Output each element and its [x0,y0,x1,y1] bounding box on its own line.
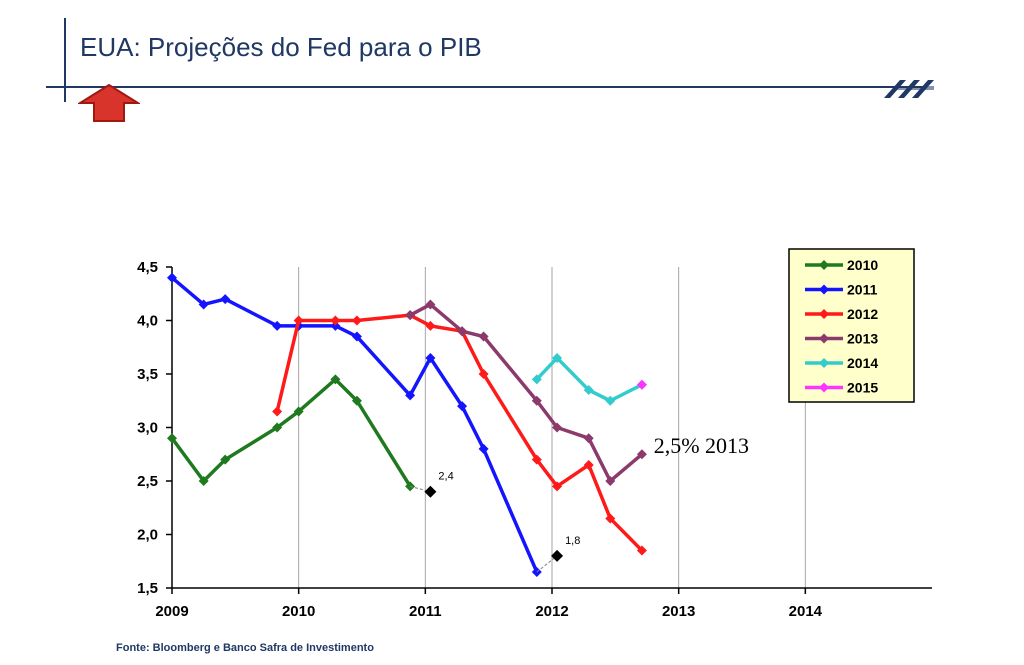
y-tick-label: 1,5 [137,580,158,597]
annotation-text: 2,5% 2013 [654,433,749,458]
data-point-2011 [330,320,341,331]
data-point-2012 [272,406,283,417]
data-point-2012 [531,454,542,465]
data-point-2011 [351,331,362,342]
y-tick-label: 4,0 [137,313,158,330]
legend-label: 2013 [847,331,878,347]
data-point-2012 [583,459,594,470]
legend-label: 2012 [847,306,878,322]
data-point-2012 [636,545,647,556]
data-point-2010 [293,406,304,417]
data-point-2011 [167,272,177,283]
data-point-2010 [220,454,231,465]
data-point-2013 [583,433,594,444]
data-point-2010 [330,374,341,385]
callout-point [551,549,564,562]
callout-label: 2,4 [438,471,453,483]
legend-label: 2015 [847,380,878,396]
data-point-2013 [605,476,616,486]
legend-marker [819,309,829,319]
legend-marker [819,358,829,368]
series-line-2012 [275,313,644,552]
legend-label: 2010 [847,257,878,273]
data-point-2014 [531,374,542,385]
y-tick-label: 3,0 [137,420,158,437]
source-note: Fonte: Bloomberg e Banco Safra de Invest… [116,642,374,654]
legend-label: 2011 [847,282,878,298]
x-tick-label: 2009 [155,603,188,620]
data-point-2013 [478,331,489,342]
series-line-2010 [170,377,412,488]
data-point-2012 [425,320,436,331]
data-point-2014 [605,395,616,406]
data-point-2010 [198,476,209,486]
data-point-2011 [272,320,283,331]
up-arrow-icon[interactable] [78,84,140,122]
y-tick-label: 2,5 [137,473,158,490]
title-vertical-rule [64,18,66,102]
data-point-2013 [552,422,563,433]
series-line-2013 [409,302,644,483]
data-point-2012 [478,369,489,379]
legend-box [788,248,915,403]
x-tick-label: 2012 [535,603,568,620]
legend-label: 2014 [847,355,878,371]
data-point-2010 [351,395,362,406]
title-horizontal-rule [46,86,926,88]
page-title: EUA: Projeções do Fed para o PIB [80,32,482,62]
data-point-2011 [198,299,209,310]
legend: 2010 2011 2012 2013 2014 2015 [788,248,915,403]
x-tick-label: 2011 [409,603,442,620]
data-point-2013 [425,299,436,310]
callout-point [424,485,437,498]
data-point-2012 [605,513,616,524]
legend-marker [819,382,829,393]
callout-connector [536,555,558,573]
data-point-2013 [636,449,647,460]
y-tick-label: 4,5 [137,259,158,276]
company-logo-icon [884,80,934,98]
y-tick-label: 3,5 [137,366,158,383]
data-point-2011 [220,294,231,305]
x-tick-label: 2014 [789,603,823,620]
x-tick-label: 2013 [662,603,695,620]
data-point-2013 [405,310,416,321]
data-point-2011 [405,390,416,401]
data-point-2012 [330,315,341,326]
x-tick-label: 2010 [282,603,315,620]
data-point-2012 [293,315,304,326]
data-point-2011 [478,443,489,454]
data-point-2013 [531,395,542,406]
data-point-2011 [457,401,468,412]
data-point-2014 [583,385,594,396]
legend-marker [819,333,829,344]
legend-marker [819,260,829,270]
data-point-2012 [552,481,563,492]
data-point-2013 [457,326,468,337]
y-tick-label: 2,0 [137,527,158,544]
legend-marker [819,284,829,295]
data-point-2010 [167,433,177,444]
data-point-2010 [272,422,283,433]
data-point-2014 [552,352,563,363]
data-point-2011 [425,352,436,363]
data-point-2012 [351,315,362,326]
callout-label: 1,8 [565,535,580,547]
data-point-2015 [636,379,647,390]
